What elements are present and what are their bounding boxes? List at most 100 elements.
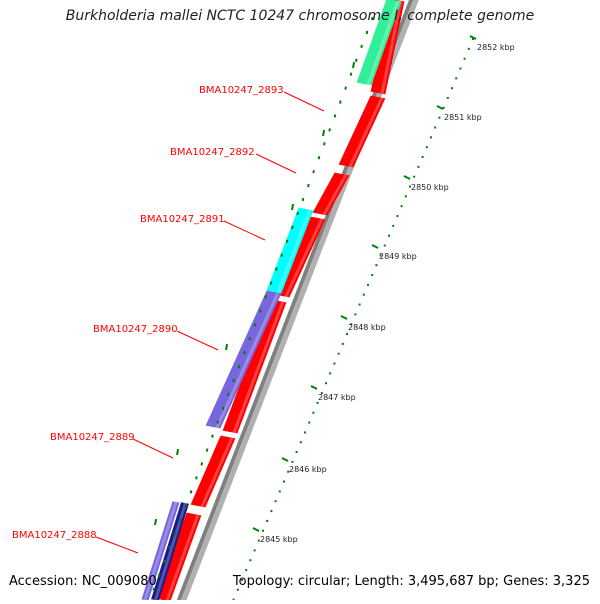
gene-bar-red-4-highlight	[284, 218, 324, 297]
gene-label-1: BMA10247_2893	[199, 85, 284, 96]
ruler-dot	[295, 451, 298, 454]
ruler-tick-7	[281, 457, 289, 462]
inner-tick	[371, 16, 374, 21]
ruler-dot	[249, 559, 252, 562]
ruler-tick-4	[371, 244, 379, 249]
inner-tick	[200, 462, 204, 466]
ruler-dot	[325, 382, 327, 385]
inner-tick	[317, 156, 321, 160]
inner-tick	[275, 267, 278, 271]
ruler-dot	[375, 264, 378, 267]
ruler-dot	[245, 569, 248, 572]
gene-label-5: BMA10247_2889	[50, 432, 135, 443]
ruler-dot	[362, 293, 365, 296]
inner-tick	[323, 142, 326, 146]
inner-tick-major-4	[225, 343, 229, 351]
inner-tick	[189, 490, 193, 494]
gene-bar-2891-highlight	[276, 209, 312, 293]
gene-leader-line-6	[95, 536, 139, 554]
ruler-dot	[329, 372, 332, 375]
ruler-dot	[278, 490, 281, 493]
inner-tick	[291, 225, 294, 229]
gene-bar-2888-alt-highlight	[143, 501, 178, 601]
ruler-dot	[455, 77, 458, 80]
gene-leader-line-1	[283, 91, 325, 112]
gene-bar-red-5	[222, 299, 287, 434]
inner-tick	[253, 323, 257, 327]
inner-tick-major-3	[291, 203, 295, 211]
ruler-label-4: 2849 kbp	[379, 252, 417, 261]
gene-bar-2893	[356, 0, 402, 86]
ruler-dot	[472, 38, 474, 40]
gene-bar-2888-alt	[141, 501, 180, 601]
inner-tick	[269, 281, 273, 285]
inner-tick	[173, 531, 177, 536]
inner-tick	[232, 378, 235, 383]
inner-tick	[333, 114, 337, 118]
ruler-dot	[312, 411, 315, 414]
gene-leader-line-3	[223, 220, 266, 241]
ruler-dot	[438, 116, 441, 119]
ruler-dot	[459, 67, 462, 70]
gene-bar-red-7-highlight	[165, 514, 200, 601]
gene-bar-red-2	[338, 95, 386, 168]
accession-label: Accession: NC_009080	[9, 574, 157, 589]
inner-tick-major-1	[352, 61, 356, 69]
ruler-tick-6	[310, 385, 318, 390]
ruler-dot	[463, 57, 466, 60]
ruler-dot	[409, 185, 411, 188]
ruler-dot	[425, 146, 428, 149]
gene-bar-2893-highlight	[366, 0, 400, 85]
inner-tick	[312, 169, 315, 174]
inner-tick	[243, 350, 246, 355]
gene-bar-2890	[205, 290, 282, 429]
gene-bar-2890-highlight	[215, 292, 280, 428]
ruler-dot	[287, 470, 290, 473]
ruler-dot	[354, 313, 357, 316]
gene-bar-red-5-highlight	[232, 301, 285, 433]
gene-leader-line-2	[255, 153, 297, 174]
ruler-dot	[236, 588, 239, 591]
ruler-dot	[270, 510, 273, 513]
inner-tick	[365, 30, 369, 35]
ruler-dot	[283, 480, 285, 483]
ruler-label-7: 2846 kbp	[289, 465, 327, 474]
map-title: Burkholderia mallei NCTC 10247 chromosom…	[65, 8, 535, 24]
ruler-dot	[442, 106, 445, 109]
gene-bar-red-2-highlight	[348, 97, 384, 167]
ruler-dot	[388, 234, 390, 237]
inner-tick	[264, 295, 267, 299]
inner-tick	[248, 337, 251, 341]
ruler-dot	[320, 392, 323, 395]
inner-tick-major-6	[154, 518, 158, 526]
gene-bar-red-1	[370, 0, 405, 95]
ruler-dot	[467, 47, 470, 50]
ruler-dot	[413, 175, 416, 178]
ruler-dot	[421, 156, 424, 159]
inner-tick	[195, 476, 198, 480]
inner-tick	[168, 545, 172, 550]
ruler-tick-8	[252, 527, 260, 532]
inner-tick	[339, 100, 342, 104]
ruler-dot	[266, 519, 269, 522]
genome-summary: Topology: circular; Length: 3,495,687 bp…	[232, 574, 590, 589]
gene-bar-red-1-highlight	[380, 0, 403, 94]
ruler-dot	[404, 195, 407, 198]
ruler-dot	[291, 460, 294, 463]
inner-tick	[285, 239, 289, 243]
ruler-dot	[379, 254, 382, 257]
ruler-dot	[299, 441, 302, 444]
gene-leader-line-4	[176, 330, 219, 351]
ruler-dot	[350, 323, 353, 326]
ruler-dot	[257, 539, 260, 542]
inner-tick	[163, 559, 166, 564]
ruler-dot	[316, 401, 319, 404]
ruler-dot	[371, 274, 374, 277]
inner-tick	[227, 392, 230, 397]
gene-bar-2891	[266, 207, 314, 294]
ruler-dot	[446, 97, 449, 100]
ruler-dot	[262, 529, 264, 532]
ruler-dot	[346, 333, 348, 336]
inner-tick	[328, 128, 331, 132]
inner-tick	[349, 72, 353, 76]
